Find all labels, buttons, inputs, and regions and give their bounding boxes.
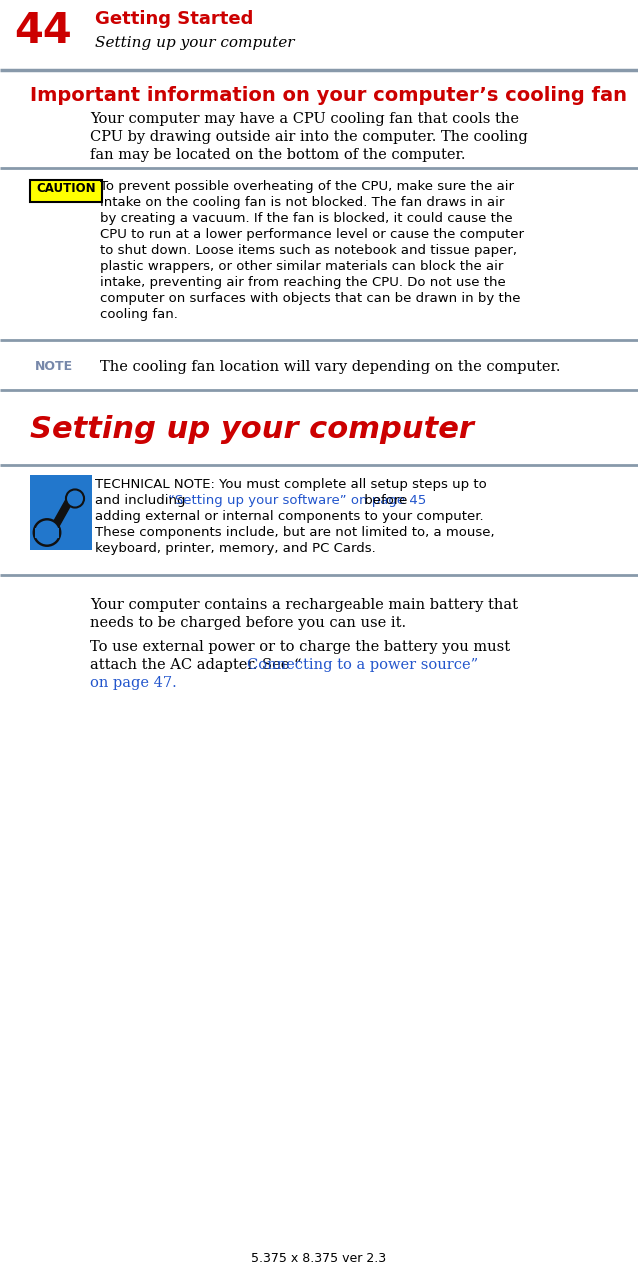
Text: intake, preventing air from reaching the CPU. Do not use the: intake, preventing air from reaching the…: [100, 276, 506, 289]
Bar: [35, 527, 59, 538]
Text: needs to be charged before you can use it.: needs to be charged before you can use i…: [90, 616, 406, 630]
Text: To use external power or to charge the battery you must: To use external power or to charge the b…: [90, 641, 510, 655]
Text: TECHNICAL NOTE: You must complete all setup steps up to: TECHNICAL NOTE: You must complete all se…: [95, 478, 487, 491]
Text: keyboard, printer, memory, and PC Cards.: keyboard, printer, memory, and PC Cards.: [95, 541, 376, 555]
Text: CPU by drawing outside air into the computer. The cooling: CPU by drawing outside air into the comp…: [90, 130, 528, 144]
Text: Important information on your computer’s cooling fan: Important information on your computer’s…: [30, 86, 627, 105]
Text: Getting Started: Getting Started: [95, 10, 253, 28]
Text: NOTE: NOTE: [35, 360, 73, 372]
Text: 5.375 x 8.375 ver 2.3: 5.375 x 8.375 ver 2.3: [251, 1252, 387, 1265]
Text: These components include, but are not limited to, a mouse,: These components include, but are not li…: [95, 526, 494, 539]
Text: “Setting up your software” on page 45: “Setting up your software” on page 45: [168, 494, 426, 507]
Text: on page 47.: on page 47.: [90, 676, 177, 690]
Text: plastic wrappers, or other similar materials can block the air: plastic wrappers, or other similar mater…: [100, 261, 503, 273]
Text: Connecting to a power source”: Connecting to a power source”: [247, 658, 478, 672]
Text: Setting up your computer: Setting up your computer: [30, 416, 474, 444]
Text: before: before: [360, 494, 408, 507]
Text: fan may be located on the bottom of the computer.: fan may be located on the bottom of the …: [90, 147, 466, 161]
Circle shape: [67, 491, 83, 507]
Text: attach the AC adapter. See “: attach the AC adapter. See “: [90, 658, 302, 672]
Text: CPU to run at a lower performance level or cause the computer: CPU to run at a lower performance level …: [100, 228, 524, 241]
Text: computer on surfaces with objects that can be drawn in by the: computer on surfaces with objects that c…: [100, 292, 521, 305]
Text: to shut down. Loose items such as notebook and tissue paper,: to shut down. Loose items such as notebo…: [100, 244, 517, 257]
Text: Your computer may have a CPU cooling fan that cools the: Your computer may have a CPU cooling fan…: [90, 112, 519, 126]
Text: Setting up your computer: Setting up your computer: [95, 36, 295, 50]
Text: To prevent possible overheating of the CPU, make sure the air: To prevent possible overheating of the C…: [100, 180, 514, 193]
Text: CAUTION: CAUTION: [36, 182, 96, 194]
Bar: [30, 475, 92, 550]
Text: adding external or internal components to your computer.: adding external or internal components t…: [95, 510, 484, 522]
Text: The cooling fan location will vary depending on the computer.: The cooling fan location will vary depen…: [100, 360, 561, 374]
Text: 44: 44: [14, 10, 71, 52]
Text: and including: and including: [95, 494, 189, 507]
Text: by creating a vacuum. If the fan is blocked, it could cause the: by creating a vacuum. If the fan is bloc…: [100, 212, 512, 225]
Text: intake on the cooling fan is not blocked. The fan draws in air: intake on the cooling fan is not blocked…: [100, 196, 505, 208]
Text: Your computer contains a rechargeable main battery that: Your computer contains a rechargeable ma…: [90, 597, 518, 613]
Polygon shape: [43, 491, 79, 540]
Circle shape: [35, 521, 59, 544]
Bar: [30, 180, 102, 202]
Text: cooling fan.: cooling fan.: [100, 308, 178, 322]
